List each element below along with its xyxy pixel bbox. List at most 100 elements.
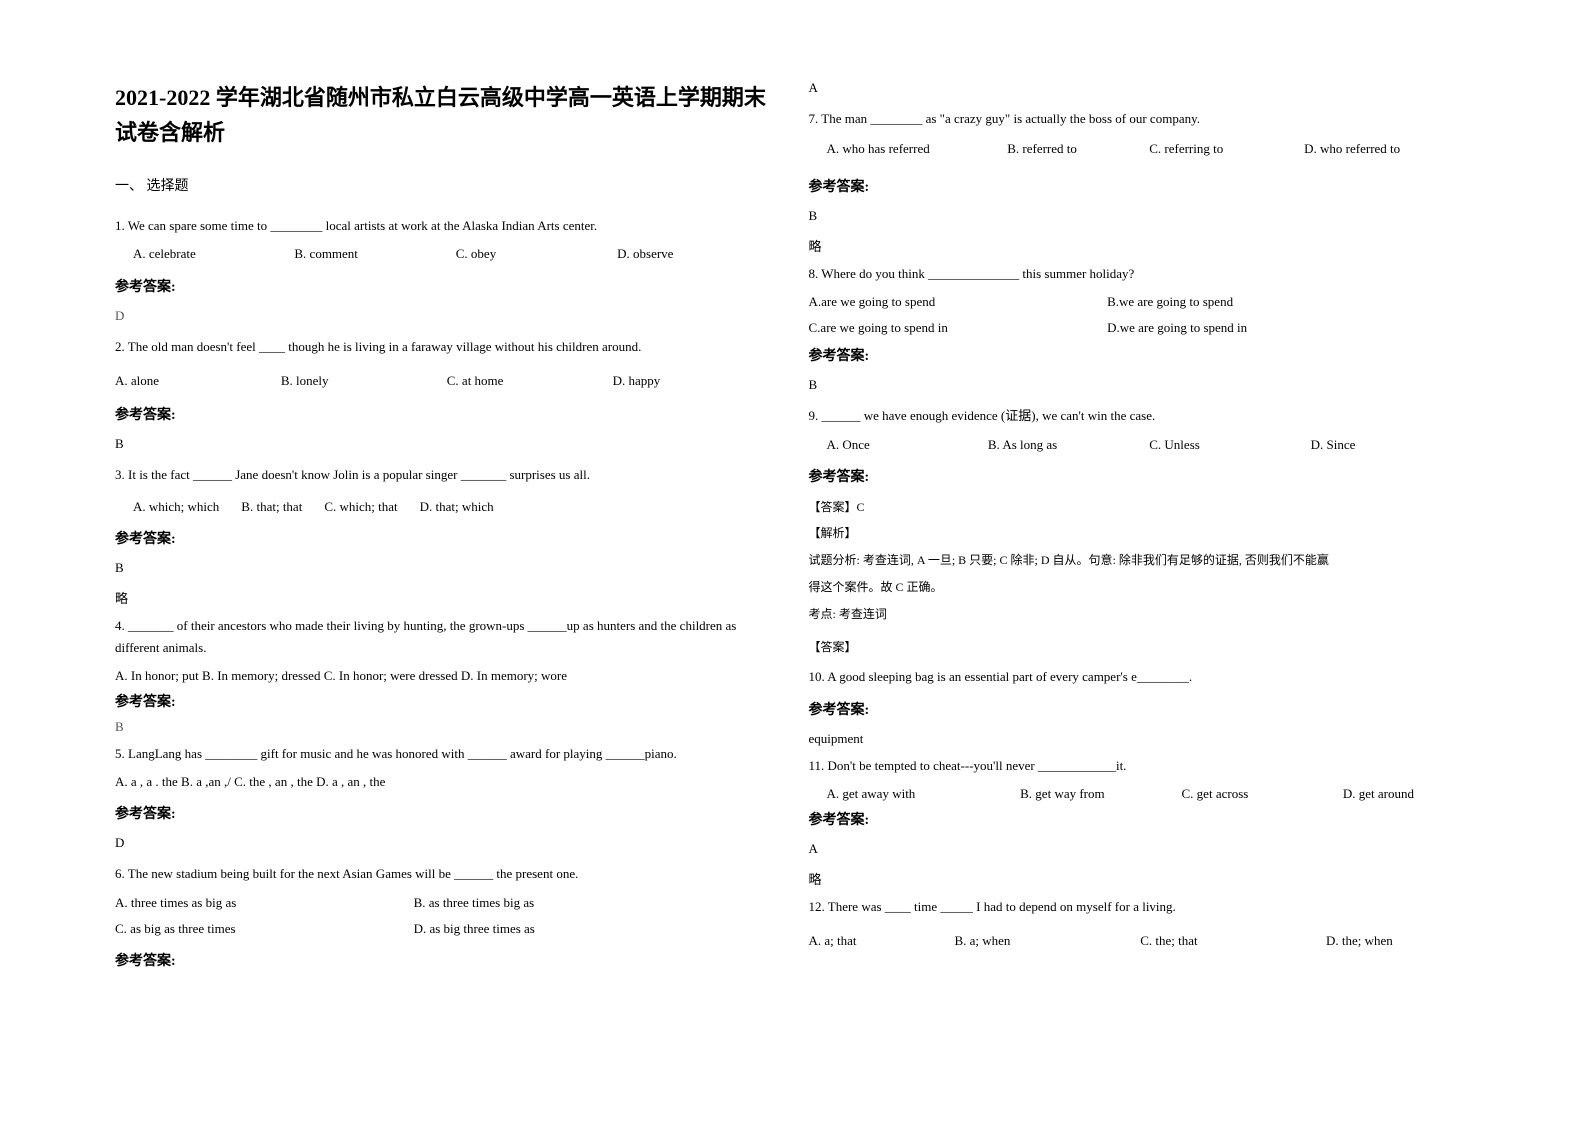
q12-opt-c: C. the; that <box>1140 930 1326 952</box>
q7-answer: B <box>809 208 1473 224</box>
q10-text: 10. A good sleeping bag is an essential … <box>809 666 1473 688</box>
q6-opt-d: D. as big three times as <box>414 918 779 940</box>
question-2: 2. The old man doesn't feel ____ though … <box>115 336 779 452</box>
q3-opt-a: A. which; which <box>133 496 219 518</box>
q2-answer-label: 参考答案: <box>115 404 779 424</box>
right-column: A 7. The man ________ as "a crazy guy" i… <box>794 80 1488 1082</box>
q2-options: A. alone B. lonely C. at home D. happy <box>115 370 779 392</box>
q1-options: A. celebrate B. comment C. obey D. obser… <box>115 243 779 265</box>
question-5: 5. LangLang has ________ gift for music … <box>115 743 779 851</box>
q11-opt-d: D. get around <box>1343 783 1472 805</box>
q8-options-row1: A.are we going to spend B.we are going t… <box>809 291 1473 313</box>
question-1: 1. We can spare some time to ________ lo… <box>115 215 779 323</box>
q11-opt-c: C. get across <box>1182 783 1343 805</box>
q2-opt-a: A. alone <box>115 370 281 392</box>
left-column: 2021-2022 学年湖北省随州市私立白云高级中学高一英语上学期期末试卷含解析… <box>100 80 794 1082</box>
q4-options: A. In honor; put B. In memory; dressed C… <box>115 665 779 687</box>
q2-opt-d: D. happy <box>613 370 779 392</box>
q8-answer-label: 参考答案: <box>809 345 1473 365</box>
q9-kaodian: 考点: 考查连词 <box>809 603 1473 626</box>
q6-opt-c: C. as big as three times <box>115 918 414 940</box>
q11-text: 11. Don't be tempted to cheat---you'll n… <box>809 755 1473 777</box>
q8-opt-a: A.are we going to spend <box>809 291 1108 313</box>
q4-text: 4. _______ of their ancestors who made t… <box>115 615 779 659</box>
q11-answer: A <box>809 841 1473 857</box>
q9-analysis-2: 得这个案件。故 C 正确。 <box>809 576 1473 599</box>
q9-opt-c: C. Unless <box>1149 434 1310 456</box>
q9-opt-d: D. Since <box>1311 434 1472 456</box>
q3-opt-c: C. which; that <box>324 496 397 518</box>
q2-text: 2. The old man doesn't feel ____ though … <box>115 336 779 358</box>
q12-opt-d: D. the; when <box>1326 930 1472 952</box>
question-3: 3. It is the fact ______ Jane doesn't kn… <box>115 464 779 607</box>
q5-text: 5. LangLang has ________ gift for music … <box>115 743 779 765</box>
q8-options-row2: C.are we going to spend in D.we are goin… <box>809 317 1473 339</box>
q9-opt-b: B. As long as <box>988 434 1149 456</box>
q3-opt-d: D. that; which <box>420 496 494 518</box>
q8-opt-d: D.we are going to spend in <box>1107 317 1472 339</box>
q2-opt-b: B. lonely <box>281 370 447 392</box>
q3-answer: B <box>115 560 779 576</box>
q2-answer: B <box>115 436 779 452</box>
q11-answer-label: 参考答案: <box>809 809 1473 829</box>
q4-answer-label: 参考答案: <box>115 691 779 711</box>
q7-opt-a: A. who has referred <box>827 138 1008 160</box>
question-10: 10. A good sleeping bag is an essential … <box>809 666 1473 746</box>
q6-text: 6. The new stadium being built for the n… <box>115 863 779 885</box>
q6-answer: A <box>809 80 1473 96</box>
q12-opt-a: A. a; that <box>809 930 955 952</box>
q11-opt-a: A. get away with <box>827 783 1021 805</box>
document-title: 2021-2022 学年湖北省随州市私立白云高级中学高一英语上学期期末试卷含解析 <box>115 80 779 150</box>
q2-opt-c: C. at home <box>447 370 613 392</box>
q7-opt-d: D. who referred to <box>1304 138 1472 160</box>
q3-opt-b: B. that; that <box>241 496 302 518</box>
q1-answer-label: 参考答案: <box>115 276 779 296</box>
q1-opt-b: B. comment <box>294 243 455 265</box>
q9-options: A. Once B. As long as C. Unless D. Since <box>809 434 1473 456</box>
question-8: 8. Where do you think ______________ thi… <box>809 263 1473 393</box>
q4-answer: B <box>115 719 779 735</box>
q5-answer-label: 参考答案: <box>115 803 779 823</box>
question-7: 7. The man ________ as "a crazy guy" is … <box>809 108 1473 255</box>
q3-options: A. which; which B. that; that C. which; … <box>115 496 779 518</box>
question-11: 11. Don't be tempted to cheat---you'll n… <box>809 755 1473 888</box>
q7-opt-b: B. referred to <box>1007 138 1149 160</box>
q9-opt-a: A. Once <box>827 434 988 456</box>
q7-opt-c: C. referring to <box>1149 138 1304 160</box>
q7-note: 略 <box>809 236 1473 255</box>
q9-answer-label: 参考答案: <box>809 466 1473 486</box>
q11-opt-b: B. get way from <box>1020 783 1181 805</box>
question-9: 9. ______ we have enough evidence (证据), … <box>809 405 1473 658</box>
q1-text: 1. We can spare some time to ________ lo… <box>115 215 779 237</box>
question-12: 12. There was ____ time _____ I had to d… <box>809 896 1473 952</box>
q6-opt-a: A. three times as big as <box>115 892 414 914</box>
q5-answer: D <box>115 835 779 851</box>
q1-opt-c: C. obey <box>456 243 617 265</box>
q6-options-row2: C. as big as three times D. as big three… <box>115 918 779 940</box>
q1-answer: D <box>115 308 779 324</box>
q3-answer-label: 参考答案: <box>115 528 779 548</box>
q7-text: 7. The man ________ as "a crazy guy" is … <box>809 108 1473 130</box>
q10-answer-label: 参考答案: <box>809 699 1473 719</box>
q9-final: 【答案】 <box>809 636 1473 659</box>
q5-options: A. a , a . the B. a ,an ,/ C. the , an ,… <box>115 771 779 793</box>
section-header: 一、 选择题 <box>115 175 779 195</box>
question-6: 6. The new stadium being built for the n… <box>115 863 779 969</box>
q11-options: A. get away with B. get way from C. get … <box>809 783 1473 805</box>
q3-text: 3. It is the fact ______ Jane doesn't kn… <box>115 464 779 486</box>
q3-note: 略 <box>115 588 779 607</box>
q9-analysis-head: 【解析】 <box>809 522 1473 545</box>
q7-answer-label: 参考答案: <box>809 176 1473 196</box>
q12-text: 12. There was ____ time _____ I had to d… <box>809 896 1473 918</box>
q9-analysis-1: 试题分析: 考查连词, A 一旦; B 只要; C 除非; D 自从。句意: 除… <box>809 549 1473 572</box>
q1-opt-d: D. observe <box>617 243 778 265</box>
question-4: 4. _______ of their ancestors who made t… <box>115 615 779 735</box>
q6-answer-label: 参考答案: <box>115 950 779 970</box>
q9-text: 9. ______ we have enough evidence (证据), … <box>809 405 1473 427</box>
q8-opt-c: C.are we going to spend in <box>809 317 1108 339</box>
q8-opt-b: B.we are going to spend <box>1107 291 1472 313</box>
q8-answer: B <box>809 377 1473 393</box>
q10-answer: equipment <box>809 731 1473 747</box>
q1-opt-a: A. celebrate <box>133 243 294 265</box>
q11-note: 略 <box>809 869 1473 888</box>
